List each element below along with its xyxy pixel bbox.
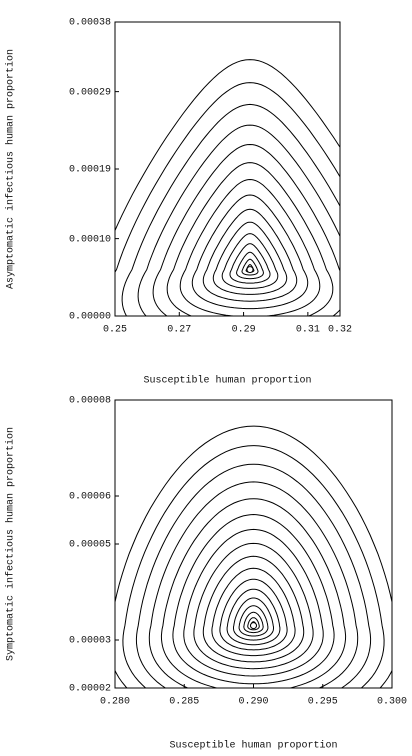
orbit [191, 194, 309, 310]
orbit [202, 208, 298, 302]
equilibrium [250, 622, 257, 630]
orbit [135, 463, 372, 688]
orbit [243, 611, 264, 634]
orbit [211, 567, 296, 657]
y-tick-label: 0.00002 [69, 684, 111, 695]
orbit [121, 103, 340, 316]
orbit [152, 143, 340, 316]
orbit [212, 221, 288, 295]
x-tick-label: 0.290 [238, 697, 268, 708]
y-tick-label: 0.00005 [69, 540, 111, 551]
y-axis-label: Symptomatic infectious human proportion [5, 427, 17, 661]
orbit [115, 425, 392, 688]
orbit [172, 513, 335, 685]
orbit [183, 528, 324, 677]
plot-area [115, 59, 340, 316]
orbit [236, 251, 264, 280]
orbit [122, 445, 385, 688]
y-tick-label: 0.00010 [69, 234, 111, 245]
y-tick-label: 0.00003 [69, 636, 111, 647]
orbit [226, 588, 281, 646]
y-tick-label: 0.00006 [69, 492, 111, 503]
x-tick-label: 0.27 [167, 325, 191, 336]
orbit [148, 481, 359, 688]
orbit [241, 258, 259, 276]
plot-area [115, 425, 392, 688]
y-tick-label: 0.00029 [69, 87, 111, 98]
orbit [160, 498, 347, 688]
orbit [115, 82, 340, 274]
x-tick-label: 0.295 [308, 697, 338, 708]
x-axis-label: Susceptible human proportion [143, 375, 311, 387]
orbit [202, 555, 305, 663]
orbit [115, 59, 340, 232]
y-tick-label: 0.00008 [69, 396, 111, 407]
plot-frame [114, 21, 341, 317]
orbit [233, 597, 274, 641]
y-tick-label: 0.00000 [69, 312, 111, 323]
x-axis-label: Susceptible human proportion [169, 740, 337, 752]
orbit [247, 617, 260, 631]
orbit [229, 243, 271, 284]
x-tick-label: 0.32 [328, 325, 352, 336]
x-tick-label: 0.280 [100, 697, 130, 708]
x-tick-label: 0.25 [103, 325, 127, 336]
orbit [193, 542, 314, 670]
equilibrium [246, 266, 254, 274]
y-tick-label: 0.00019 [69, 165, 111, 176]
orbit [137, 124, 340, 316]
y-tick-label: 0.00038 [69, 18, 111, 29]
orbit [166, 162, 334, 316]
x-tick-label: 0.31 [296, 325, 320, 336]
x-tick-label: 0.29 [232, 325, 256, 336]
orbit [179, 178, 321, 316]
orbit [238, 605, 269, 637]
x-tick-label: 0.300 [377, 697, 407, 708]
orbit [221, 233, 279, 289]
x-tick-label: 0.285 [169, 697, 199, 708]
y-axis-label: Asymptomatic infectious human proportion [5, 49, 17, 289]
orbit [219, 578, 288, 651]
